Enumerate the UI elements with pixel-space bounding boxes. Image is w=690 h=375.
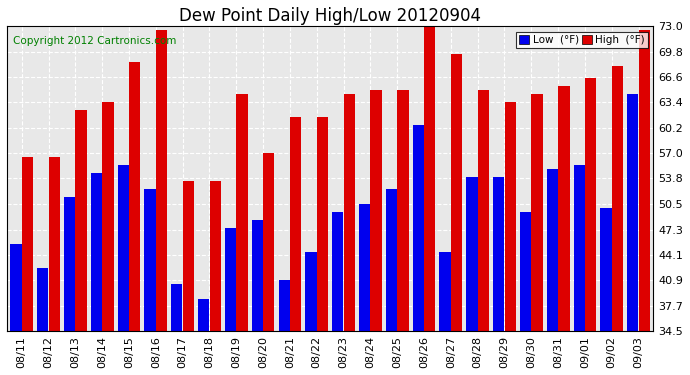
Bar bbox=[585, 78, 596, 331]
Bar bbox=[440, 252, 451, 331]
Bar bbox=[210, 181, 221, 331]
Bar bbox=[371, 90, 382, 331]
Bar bbox=[225, 228, 236, 331]
Bar bbox=[546, 169, 558, 331]
Bar bbox=[117, 165, 129, 331]
Text: Copyright 2012 Cartronics.com: Copyright 2012 Cartronics.com bbox=[13, 36, 177, 46]
Bar bbox=[520, 212, 531, 331]
Bar bbox=[627, 94, 638, 331]
Bar bbox=[477, 90, 489, 331]
Bar bbox=[612, 66, 623, 331]
Bar bbox=[37, 268, 48, 331]
Bar bbox=[504, 102, 516, 331]
Bar bbox=[397, 90, 408, 331]
Bar bbox=[102, 102, 114, 331]
Bar bbox=[558, 86, 569, 331]
Bar bbox=[10, 244, 21, 331]
Title: Dew Point Daily High/Low 20120904: Dew Point Daily High/Low 20120904 bbox=[179, 7, 481, 25]
Bar bbox=[639, 30, 650, 331]
Bar bbox=[279, 280, 290, 331]
Bar bbox=[129, 62, 140, 331]
Bar bbox=[344, 94, 355, 331]
Legend: Low  (°F), High  (°F): Low (°F), High (°F) bbox=[516, 32, 648, 48]
Bar bbox=[237, 94, 248, 331]
Bar bbox=[156, 30, 167, 331]
Bar bbox=[252, 220, 263, 331]
Bar bbox=[332, 212, 344, 331]
Bar bbox=[75, 110, 87, 331]
Bar bbox=[359, 204, 371, 331]
Bar bbox=[413, 125, 424, 331]
Bar bbox=[531, 94, 542, 331]
Bar bbox=[183, 181, 194, 331]
Bar bbox=[91, 173, 102, 331]
Bar bbox=[424, 27, 435, 331]
Bar bbox=[22, 157, 33, 331]
Bar bbox=[263, 153, 275, 331]
Bar bbox=[493, 177, 504, 331]
Bar bbox=[64, 196, 75, 331]
Bar bbox=[144, 189, 156, 331]
Bar bbox=[317, 117, 328, 331]
Bar bbox=[49, 157, 60, 331]
Bar bbox=[573, 165, 585, 331]
Bar bbox=[451, 54, 462, 331]
Bar bbox=[600, 209, 611, 331]
Bar bbox=[386, 189, 397, 331]
Bar bbox=[305, 252, 317, 331]
Bar bbox=[171, 284, 182, 331]
Bar bbox=[198, 299, 209, 331]
Bar bbox=[466, 177, 477, 331]
Bar bbox=[290, 117, 302, 331]
